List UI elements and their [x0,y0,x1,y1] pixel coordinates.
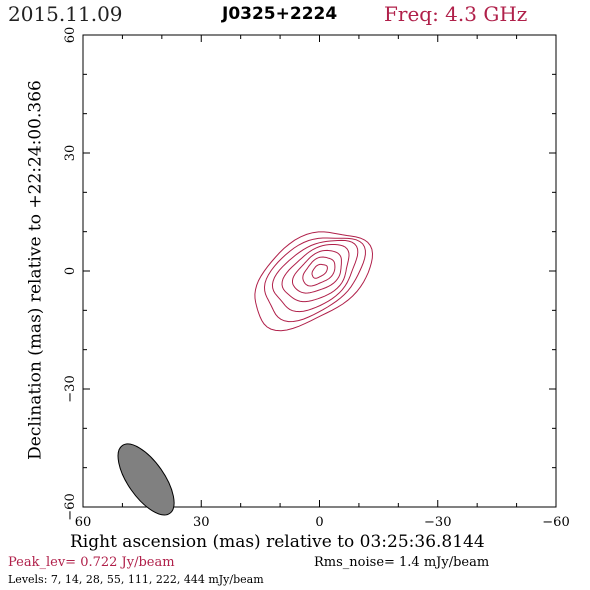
contour-levels: Levels: 7, 14, 28, 55, 111, 222, 444 mJy… [8,573,264,586]
y-tick-label: 0 [63,267,78,275]
beam-ellipse [117,443,175,516]
rms-noise: Rms_noise= 1.4 mJy/beam [314,555,490,570]
contour-level-7 [254,231,374,332]
y-tick-label: −30 [63,375,78,402]
x-tick-label: 60 [75,515,92,530]
contour-level-222 [302,256,336,287]
x-tick-label: 0 [315,515,323,530]
contour-level-14 [263,237,366,323]
y-tick-label: 30 [63,145,78,162]
y-axis-label: Declination (mas) relative to +22:24:00.… [25,80,46,460]
y-tick-label: −60 [63,493,78,520]
x-axis-label: Right ascension (mas) relative to 03:25:… [70,532,485,552]
plot-frame [82,34,557,508]
y-tick-label: 60 [63,27,78,44]
x-tick-label: −30 [424,515,451,530]
source-name: J0325+2224 [222,4,338,24]
contour-level-55 [281,244,350,303]
frequency-label: Freq: 4.3 GHz [384,2,528,26]
peak-level: Peak_lev= 0.722 Jy/beam [8,555,175,570]
observation-date: 2015.11.09 [8,2,123,26]
contour-level-444 [311,263,328,279]
x-tick-label: 30 [193,515,210,530]
contour-level-28 [271,239,359,313]
x-tick-label: −60 [542,515,569,530]
contour-level-111 [292,249,342,294]
